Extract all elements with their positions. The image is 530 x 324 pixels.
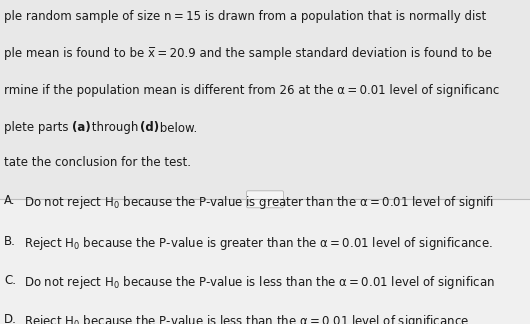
Text: below.: below.: [156, 122, 197, 134]
Text: C.: C.: [4, 274, 16, 287]
Text: rmine if the population mean is different from 26 at the α = 0.01 level of signi: rmine if the population mean is differen…: [4, 84, 499, 97]
Text: D.: D.: [4, 313, 17, 324]
Text: Reject $\mathregular{H_0}$ because the P-value is less than the α = 0.01 level o: Reject $\mathregular{H_0}$ because the P…: [24, 313, 472, 324]
Text: B.: B.: [4, 235, 16, 248]
Text: through: through: [88, 122, 142, 134]
Text: A.: A.: [4, 194, 15, 207]
Text: (a): (a): [72, 122, 91, 134]
Text: Reject $\mathregular{H_0}$ because the P-value is greater than the α = 0.01 leve: Reject $\mathregular{H_0}$ because the P…: [24, 235, 493, 252]
Text: ple mean is found to be x̅ = 20.9 and the sample standard deviation is found to : ple mean is found to be x̅ = 20.9 and th…: [4, 47, 492, 60]
Text: Do not reject $\mathregular{H_0}$ because the P-value is greater than the α = 0.: Do not reject $\mathregular{H_0}$ becaus…: [24, 194, 494, 211]
Text: ple random sample of size n = 15 is drawn from a population that is normally dis: ple random sample of size n = 15 is draw…: [4, 10, 486, 23]
Text: (d): (d): [140, 122, 159, 134]
Text: ...: ...: [261, 195, 269, 204]
Text: plete parts: plete parts: [4, 122, 72, 134]
Text: Do not reject $\mathregular{H_0}$ because the P-value is less than the α = 0.01 : Do not reject $\mathregular{H_0}$ becaus…: [24, 274, 494, 291]
Bar: [0, 199, 530, 324]
FancyBboxPatch shape: [246, 191, 284, 208]
Text: tate the conclusion for the test.: tate the conclusion for the test.: [4, 156, 191, 168]
Bar: [0, 0, 530, 199]
